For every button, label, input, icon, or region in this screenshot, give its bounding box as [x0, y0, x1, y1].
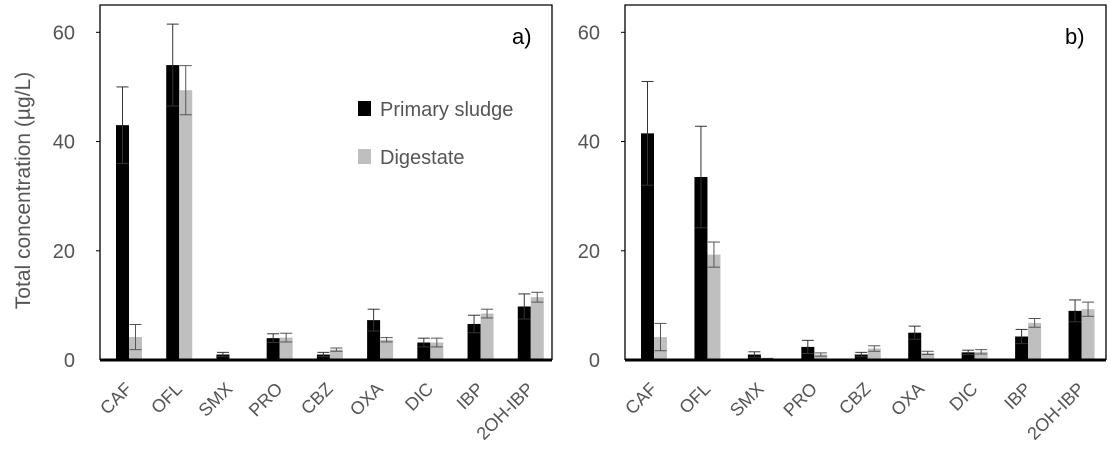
x-category-label: IBP: [1000, 379, 1035, 414]
bar-primary-sludge: [694, 177, 708, 360]
bar-digestate: [814, 354, 828, 360]
bar-digestate: [279, 337, 293, 360]
panel-label: a): [512, 24, 532, 49]
bar-primary-sludge: [961, 352, 975, 360]
x-category-label: DIC: [401, 379, 437, 415]
bar-primary-sludge: [216, 354, 230, 360]
bar-primary-sludge: [641, 133, 654, 360]
bar-digestate: [329, 349, 343, 360]
y-tick-label: 20: [53, 241, 75, 263]
bar-digestate: [974, 351, 988, 360]
panel-label: b): [1065, 24, 1085, 49]
y-tick-label: 60: [53, 22, 75, 44]
bar-digestate: [480, 313, 494, 360]
legend-swatch: [358, 149, 371, 164]
x-category-label: CBZ: [297, 379, 337, 419]
plot-frame: [624, 4, 1107, 360]
bar-digestate: [530, 297, 544, 360]
plot-frame: [99, 4, 553, 360]
legend-label: Digestate: [380, 147, 465, 169]
bar-primary-sludge: [517, 306, 531, 360]
bar-primary-sludge: [116, 125, 129, 361]
y-tick-label: 60: [578, 22, 600, 44]
y-tick-label: 0: [589, 350, 600, 372]
x-category-label: OFL: [147, 379, 186, 418]
bar-digestate: [921, 352, 935, 360]
x-category-label: 2OH-IBP: [1023, 379, 1088, 444]
y-tick-label: 20: [578, 241, 600, 263]
x-category-label: OFL: [675, 379, 714, 418]
x-category-label: OXA: [887, 379, 928, 420]
y-tick-label: 40: [578, 132, 600, 154]
y-tick-label: 40: [53, 132, 75, 154]
x-category-label: SMX: [726, 379, 768, 421]
bar-digestate: [1028, 322, 1042, 360]
x-category-label: PRO: [779, 379, 821, 421]
x-category-label: CAF: [96, 379, 136, 419]
bar-primary-sludge: [1068, 310, 1082, 360]
y-tick-label: 0: [64, 350, 75, 372]
x-category-label: SMX: [195, 379, 237, 421]
bar-digestate: [707, 254, 721, 360]
bar-primary-sludge: [367, 320, 381, 360]
legend-label: Primary sludge: [380, 99, 513, 121]
x-category-label: CBZ: [835, 379, 875, 419]
x-category-label: PRO: [245, 379, 287, 421]
bar-primary-sludge: [266, 338, 280, 360]
x-category-label: CAF: [621, 379, 661, 419]
y-axis-label: Total concentration (µg/L): [12, 72, 35, 309]
bar-digestate: [380, 339, 394, 360]
bar-primary-sludge: [166, 65, 180, 361]
bar-digestate: [867, 348, 881, 360]
x-category-label: DIC: [945, 379, 981, 415]
bar-digestate: [1081, 309, 1095, 360]
bar-primary-sludge: [316, 354, 330, 360]
x-category-label: OXA: [346, 379, 387, 420]
x-category-label: IBP: [453, 379, 488, 414]
bar-primary-sludge: [854, 354, 868, 360]
bar-digestate: [179, 90, 193, 360]
legend-swatch: [358, 101, 371, 116]
bar-primary-sludge: [1015, 336, 1029, 360]
